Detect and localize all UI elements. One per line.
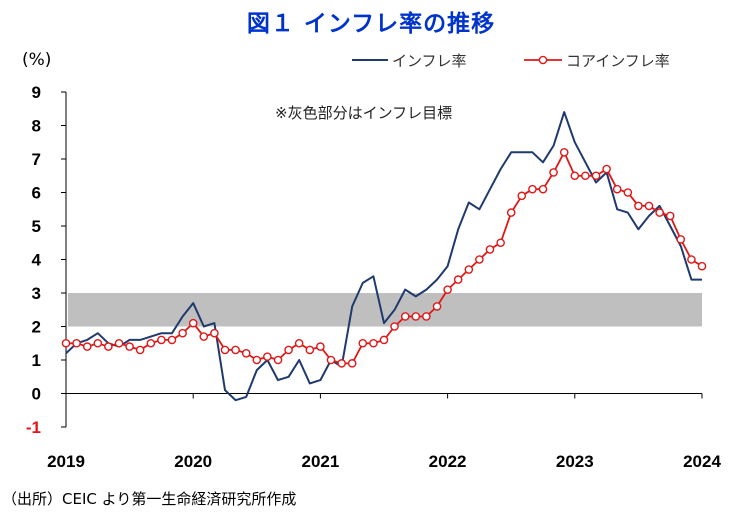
x-tick-label: 2021: [301, 452, 339, 471]
core-inflation-point: [252, 355, 262, 365]
core-inflation-point: [634, 201, 643, 211]
core-inflation-point: [464, 265, 474, 274]
core-inflation-point: [591, 171, 601, 181]
core-inflation-point: [612, 184, 622, 194]
y-tick-label: 2: [32, 318, 41, 337]
core-inflation-point: [549, 168, 558, 177]
chart-title: 図１ インフレ率の推移: [246, 11, 496, 37]
x-tick-label: 2024: [683, 452, 721, 471]
core-inflation-point: [687, 255, 696, 264]
core-inflation-point: [623, 188, 633, 197]
core-inflation-point: [581, 171, 590, 181]
y-tick-label: 1: [32, 351, 41, 370]
core-inflation-point: [379, 335, 389, 345]
core-inflation-point: [82, 342, 92, 351]
y-axis-unit: (%): [22, 50, 52, 70]
core-inflation-point: [697, 261, 707, 271]
legend-label-inflation: インフレ率: [392, 52, 467, 70]
core-inflation-point: [305, 345, 315, 355]
core-inflation-point: [506, 208, 516, 217]
core-inflation-point: [326, 355, 336, 365]
core-inflation-point: [644, 201, 654, 211]
core-inflation-point: [125, 342, 134, 351]
source-note: （出所）CEIC より第一生命経済研究所作成: [2, 490, 297, 508]
y-tick-label: 7: [32, 150, 41, 169]
core-inflation-point: [411, 312, 421, 321]
core-inflation-point: [294, 338, 304, 348]
core-inflation-point: [178, 328, 187, 338]
y-tick-label: 3: [32, 284, 41, 303]
core-inflation-point: [220, 345, 230, 355]
core-inflation-point: [263, 352, 272, 361]
core-inflation-point: [422, 312, 431, 321]
core-inflation-point: [453, 275, 463, 284]
core-inflation-point: [337, 359, 346, 368]
series-line-inflation: [65, 111, 702, 402]
core-inflation-point: [93, 338, 103, 348]
core-inflation-point: [146, 338, 156, 348]
x-tick-label: 2022: [429, 452, 467, 471]
core-inflation-point: [167, 335, 177, 345]
y-tick-label: -1: [26, 418, 41, 437]
y-tick-label: 9: [32, 83, 41, 102]
core-inflation-point: [347, 359, 357, 368]
core-inflation-point: [369, 338, 378, 348]
core-inflation-point: [231, 345, 240, 355]
core-inflation-point: [528, 184, 537, 194]
core-inflation-point: [655, 208, 664, 217]
core-inflation-point: [400, 312, 410, 321]
core-inflation-point: [570, 171, 580, 181]
core-inflation-point: [443, 285, 452, 294]
core-inflation-point: [199, 332, 209, 341]
x-tick-label: 2023: [556, 452, 594, 471]
core-inflation-point: [61, 338, 71, 348]
core-inflation-point: [316, 342, 325, 351]
y-tick-label: 8: [32, 117, 41, 136]
core-inflation-point: [559, 147, 569, 157]
core-inflation-point: [665, 211, 675, 221]
core-inflation-point: [210, 328, 219, 338]
core-inflation-point: [157, 335, 166, 345]
core-inflation-point: [390, 322, 399, 331]
core-inflation-point: [284, 345, 293, 355]
core-inflation-point: [135, 345, 145, 355]
series-line-core-inflation: [66, 151, 703, 365]
core-inflation-point: [104, 342, 113, 351]
y-tick-label: 4: [32, 251, 42, 270]
y-tick-label: 5: [32, 217, 41, 236]
target-band-label: ※灰色部分はインフレ目標: [275, 104, 452, 122]
core-inflation-point: [485, 245, 495, 254]
core-inflation-point: [273, 355, 283, 365]
core-inflation-point: [602, 164, 611, 174]
y-tick-label: 0: [32, 385, 41, 404]
core-inflation-point: [114, 338, 124, 348]
core-inflation-point: [241, 348, 251, 358]
legend-label-core-inflation: コアインフレ率: [566, 52, 670, 70]
core-inflation-point: [676, 235, 686, 244]
legend-marker-core-inflation: [538, 55, 548, 65]
core-inflation-point: [188, 318, 198, 328]
core-inflation-point: [72, 338, 81, 348]
core-inflation-point: [475, 255, 484, 264]
core-inflation-point: [538, 184, 548, 194]
y-tick-label: 6: [32, 184, 41, 203]
x-tick-label: 2019: [47, 452, 85, 471]
core-inflation-point: [517, 191, 527, 201]
core-inflation-point: [432, 302, 442, 311]
core-inflation-point: [358, 338, 368, 348]
core-inflation-point: [496, 238, 505, 248]
x-tick-label: 2020: [174, 452, 212, 471]
